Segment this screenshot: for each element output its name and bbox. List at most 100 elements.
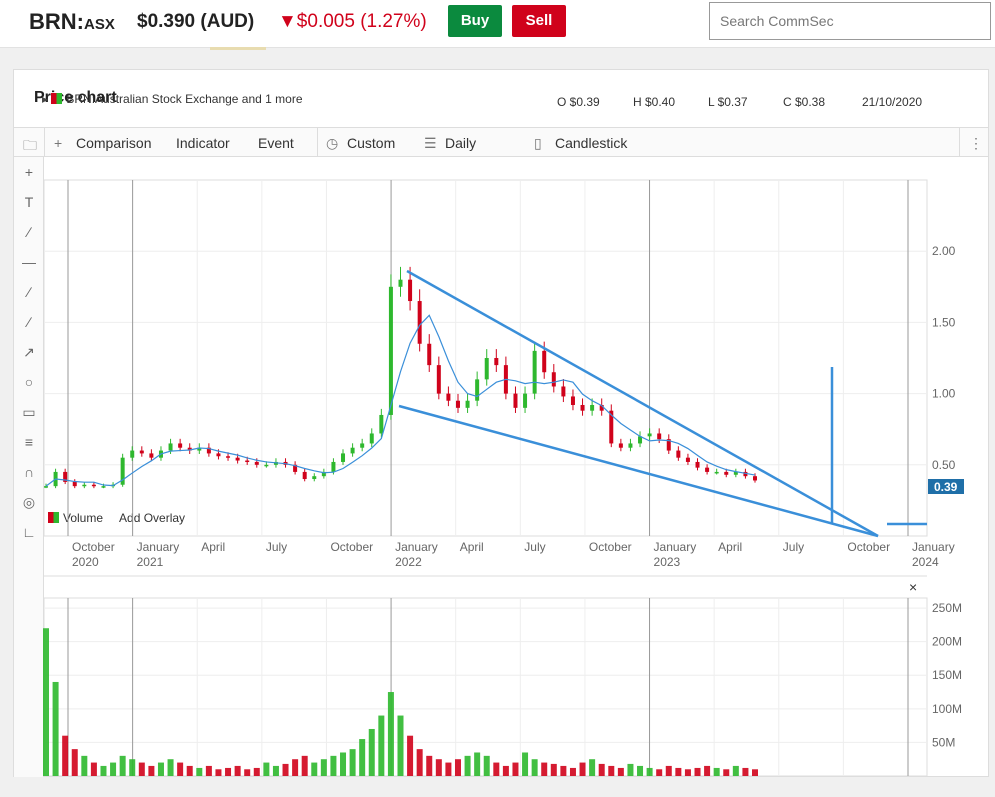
ray-tool-icon[interactable]: ∕ bbox=[27, 284, 31, 300]
x-tick-label: October bbox=[330, 540, 373, 554]
lower-trendline[interactable] bbox=[398, 404, 879, 538]
volume-bar bbox=[435, 759, 442, 776]
candle-body bbox=[599, 404, 604, 411]
fibonacci-icon[interactable]: ≡ bbox=[24, 434, 34, 450]
rectangle-tool-icon[interactable]: ▭ bbox=[22, 404, 36, 420]
volume-bar bbox=[225, 767, 232, 776]
volume-bar bbox=[474, 752, 481, 776]
x-tick-label: July bbox=[783, 540, 804, 554]
volume-bar bbox=[454, 759, 461, 776]
candle-body bbox=[609, 410, 614, 444]
x-tick-label: April bbox=[201, 540, 225, 554]
buy-button[interactable]: Buy bbox=[448, 5, 502, 37]
volume-bar bbox=[675, 767, 682, 776]
plus-icon[interactable]: + bbox=[54, 135, 63, 151]
candle-body bbox=[494, 358, 499, 366]
candle-body bbox=[82, 484, 87, 487]
candle-body bbox=[618, 443, 623, 448]
volume-bar bbox=[90, 762, 97, 776]
candle-body bbox=[187, 447, 192, 451]
candle-body bbox=[542, 350, 547, 373]
upper-trendline[interactable] bbox=[406, 269, 879, 538]
volume-bar bbox=[157, 762, 164, 776]
volume-bar bbox=[234, 765, 241, 776]
ohlc-high: H $0.40 bbox=[633, 95, 676, 109]
volume-bar bbox=[407, 735, 414, 776]
candle-body bbox=[570, 396, 575, 405]
volume-bar bbox=[378, 715, 385, 776]
volume-bar bbox=[387, 692, 394, 776]
candle-body bbox=[398, 279, 403, 287]
price-tick-label: 1.50 bbox=[932, 315, 956, 329]
volume-bar bbox=[340, 752, 347, 776]
horizontal-line-icon[interactable]: — bbox=[22, 254, 36, 270]
candle-body bbox=[628, 443, 633, 448]
clock-icon: ◷ bbox=[326, 135, 339, 151]
volume-bar bbox=[550, 763, 557, 776]
volume-bar bbox=[589, 759, 596, 776]
line-tool-icon[interactable]: ∕ bbox=[27, 224, 31, 240]
crosshair-icon[interactable]: + bbox=[24, 164, 34, 180]
volume-bar bbox=[512, 762, 519, 776]
candle-body bbox=[235, 457, 240, 461]
volume-bar bbox=[426, 755, 433, 776]
indicator-button[interactable]: Indicator bbox=[176, 135, 230, 151]
candle-body bbox=[676, 450, 681, 458]
circle-tool-icon[interactable]: ○ bbox=[24, 374, 34, 390]
comparison-button[interactable]: Comparison bbox=[76, 135, 152, 151]
candlestick-icon: ▯ bbox=[534, 135, 542, 151]
volume-bar bbox=[752, 769, 758, 776]
chart-type-button[interactable]: Candlestick bbox=[555, 135, 628, 151]
add-overlay-button[interactable]: Add Overlay bbox=[119, 511, 186, 525]
folder-icon[interactable]: 🗀 bbox=[23, 137, 37, 153]
more-menu-icon[interactable]: ⋮ bbox=[969, 135, 983, 151]
volume-bar bbox=[138, 762, 145, 776]
text-tool-icon[interactable]: T bbox=[24, 194, 34, 210]
arrow-tool-icon[interactable]: ↗ bbox=[23, 344, 35, 360]
chart-toolbar: 🗀 + Comparison Indicator Event ◷ Custom … bbox=[14, 127, 988, 157]
candle-body bbox=[293, 464, 298, 472]
event-button[interactable]: Event bbox=[258, 135, 294, 151]
candle-body bbox=[580, 404, 585, 411]
volume-bar bbox=[215, 769, 222, 776]
volume-bar bbox=[637, 765, 644, 776]
volume-bar bbox=[129, 759, 136, 776]
volume-bar bbox=[713, 767, 720, 776]
candle-body bbox=[475, 379, 480, 401]
volume-bar bbox=[110, 762, 117, 776]
volume-bar bbox=[694, 767, 701, 776]
x-tick-label: July bbox=[524, 540, 545, 554]
close-volume-icon[interactable]: × bbox=[909, 579, 918, 595]
volume-bar bbox=[598, 763, 605, 776]
candle-body bbox=[350, 447, 355, 454]
candle-body bbox=[484, 358, 489, 380]
price-change: ▼$0.005 (1.27%) bbox=[278, 11, 427, 32]
x-tick-label: April bbox=[460, 540, 484, 554]
custom-range-button[interactable]: Custom bbox=[347, 135, 396, 151]
series-legend[interactable]: ▸ BRN:Australian Stock Exchange and 1 mo… bbox=[42, 92, 303, 106]
candle-body bbox=[120, 457, 125, 485]
candle-body bbox=[714, 471, 719, 474]
x-tick-label: January bbox=[912, 540, 955, 554]
candle-body bbox=[733, 471, 738, 475]
sell-button[interactable]: Sell bbox=[512, 5, 566, 37]
candle-body bbox=[408, 279, 413, 302]
interval-daily-button[interactable]: Daily bbox=[445, 135, 477, 151]
search-input[interactable] bbox=[709, 2, 991, 40]
polyline-icon[interactable]: ∕ bbox=[27, 314, 31, 330]
volume-bar bbox=[684, 769, 691, 776]
x-tick-label: July bbox=[266, 540, 287, 554]
volume-bar bbox=[397, 715, 404, 776]
arc-tool-icon[interactable]: ∩ bbox=[23, 464, 35, 480]
candle-body bbox=[561, 386, 566, 397]
candle-body bbox=[360, 443, 365, 448]
volume-bar bbox=[81, 755, 88, 776]
volume-bar bbox=[416, 749, 423, 776]
measure-tool-icon[interactable]: ∟ bbox=[22, 524, 36, 540]
candle-body bbox=[264, 464, 269, 467]
candle-body bbox=[705, 467, 710, 472]
volume-bar bbox=[177, 762, 184, 776]
target-tool-icon[interactable]: ◎ bbox=[22, 494, 36, 510]
candle-body bbox=[44, 486, 48, 488]
